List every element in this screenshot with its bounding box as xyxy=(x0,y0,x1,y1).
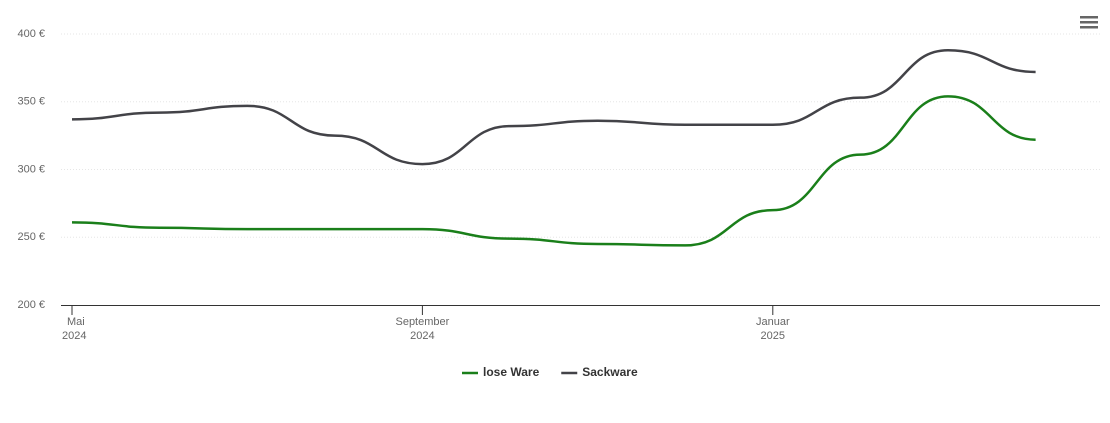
menu-bar xyxy=(1080,21,1098,24)
legend-item[interactable]: Sackware xyxy=(561,365,638,379)
x-tick-label: Mai xyxy=(67,316,85,328)
legend-label: lose Ware xyxy=(483,365,540,379)
y-tick-label: 300 € xyxy=(17,163,45,175)
menu-button[interactable] xyxy=(1080,16,1098,29)
series-line xyxy=(71,49,1036,166)
x-tick-label: Januar xyxy=(756,316,790,328)
y-tick-label: 400 € xyxy=(17,28,45,40)
menu-bar xyxy=(1080,26,1098,29)
x-tick-label: September xyxy=(395,316,449,328)
x-tick-label: 2024 xyxy=(410,330,434,342)
y-tick-label: 350 € xyxy=(17,96,45,108)
legend-item[interactable]: lose Ware xyxy=(462,365,540,379)
x-tick-label: 2024 xyxy=(62,330,86,342)
series-line xyxy=(71,95,1036,247)
x-tick-label: 2025 xyxy=(761,330,785,342)
y-tick-label: 200 € xyxy=(17,299,45,311)
menu-bar xyxy=(1080,16,1098,19)
y-tick-label: 250 € xyxy=(17,231,45,243)
legend-label: Sackware xyxy=(582,365,638,379)
